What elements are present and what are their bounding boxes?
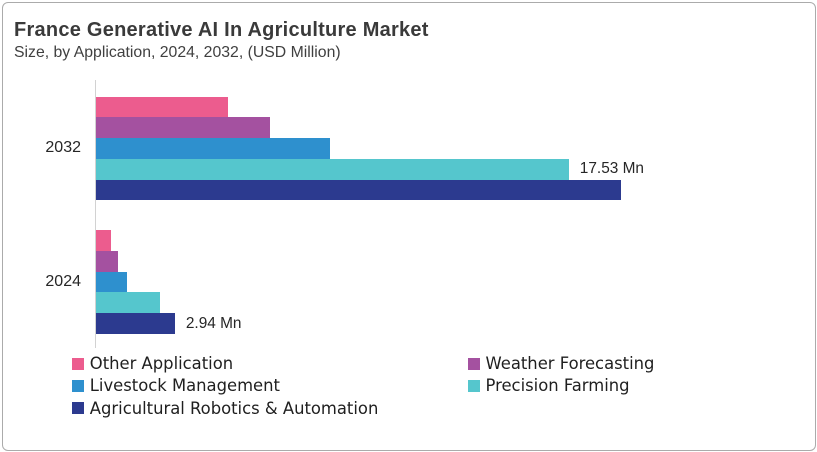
bar-2032-agricultural-robotics-automation [96, 179, 622, 201]
value-label-2024: 2.94 Mn [185, 314, 242, 332]
bar-2024-livestock-management [96, 271, 127, 293]
legend-swatch-icon [468, 379, 480, 392]
legend-label: Precision Farming [485, 376, 630, 396]
value-label-2032: 17.53 Mn [579, 160, 644, 178]
bar-2032-other-application [96, 96, 229, 118]
y-axis-line [95, 80, 96, 348]
bar-2024-weather-forecasting [96, 250, 118, 272]
legend-swatch-icon [72, 402, 85, 415]
legend-label: Weather Forecasting [485, 354, 655, 373]
bar-2024-other-application [96, 230, 112, 251]
category-label-2032: 2032 [45, 139, 81, 157]
category-label-2024: 2024 [45, 273, 81, 290]
bar-2032-livestock-management [96, 138, 331, 159]
chart-title: France Generative AI In Agriculture Mark… [14, 18, 429, 41]
legend-swatch-icon [72, 379, 85, 392]
legend-swatch-icon [468, 357, 480, 370]
legend-label: Agricultural Robotics & Automation [89, 398, 379, 418]
legend-swatch-icon [72, 357, 85, 370]
legend-item-other-application: Other Application [72, 353, 233, 375]
legend-label: Other Application [89, 354, 234, 373]
bar-2032-weather-forecasting [96, 117, 270, 138]
legend-item-livestock-management: Livestock Management [72, 375, 280, 397]
legend-label: Livestock Management [89, 376, 280, 396]
legend-item-weather-forecasting: Weather Forecasting [468, 353, 654, 375]
bar-2024-precision-farming [96, 292, 160, 314]
chart-subtitle: Size, by Application, 2024, 2032, (USD M… [14, 44, 341, 61]
legend-item-precision-farming: Precision Farming [468, 375, 630, 397]
bar-2032-precision-farming [96, 158, 570, 180]
bar-2024-agricultural-robotics-automation [96, 313, 176, 334]
legend-item-agricultural-robotics-automation: Agricultural Robotics & Automation [72, 397, 378, 419]
